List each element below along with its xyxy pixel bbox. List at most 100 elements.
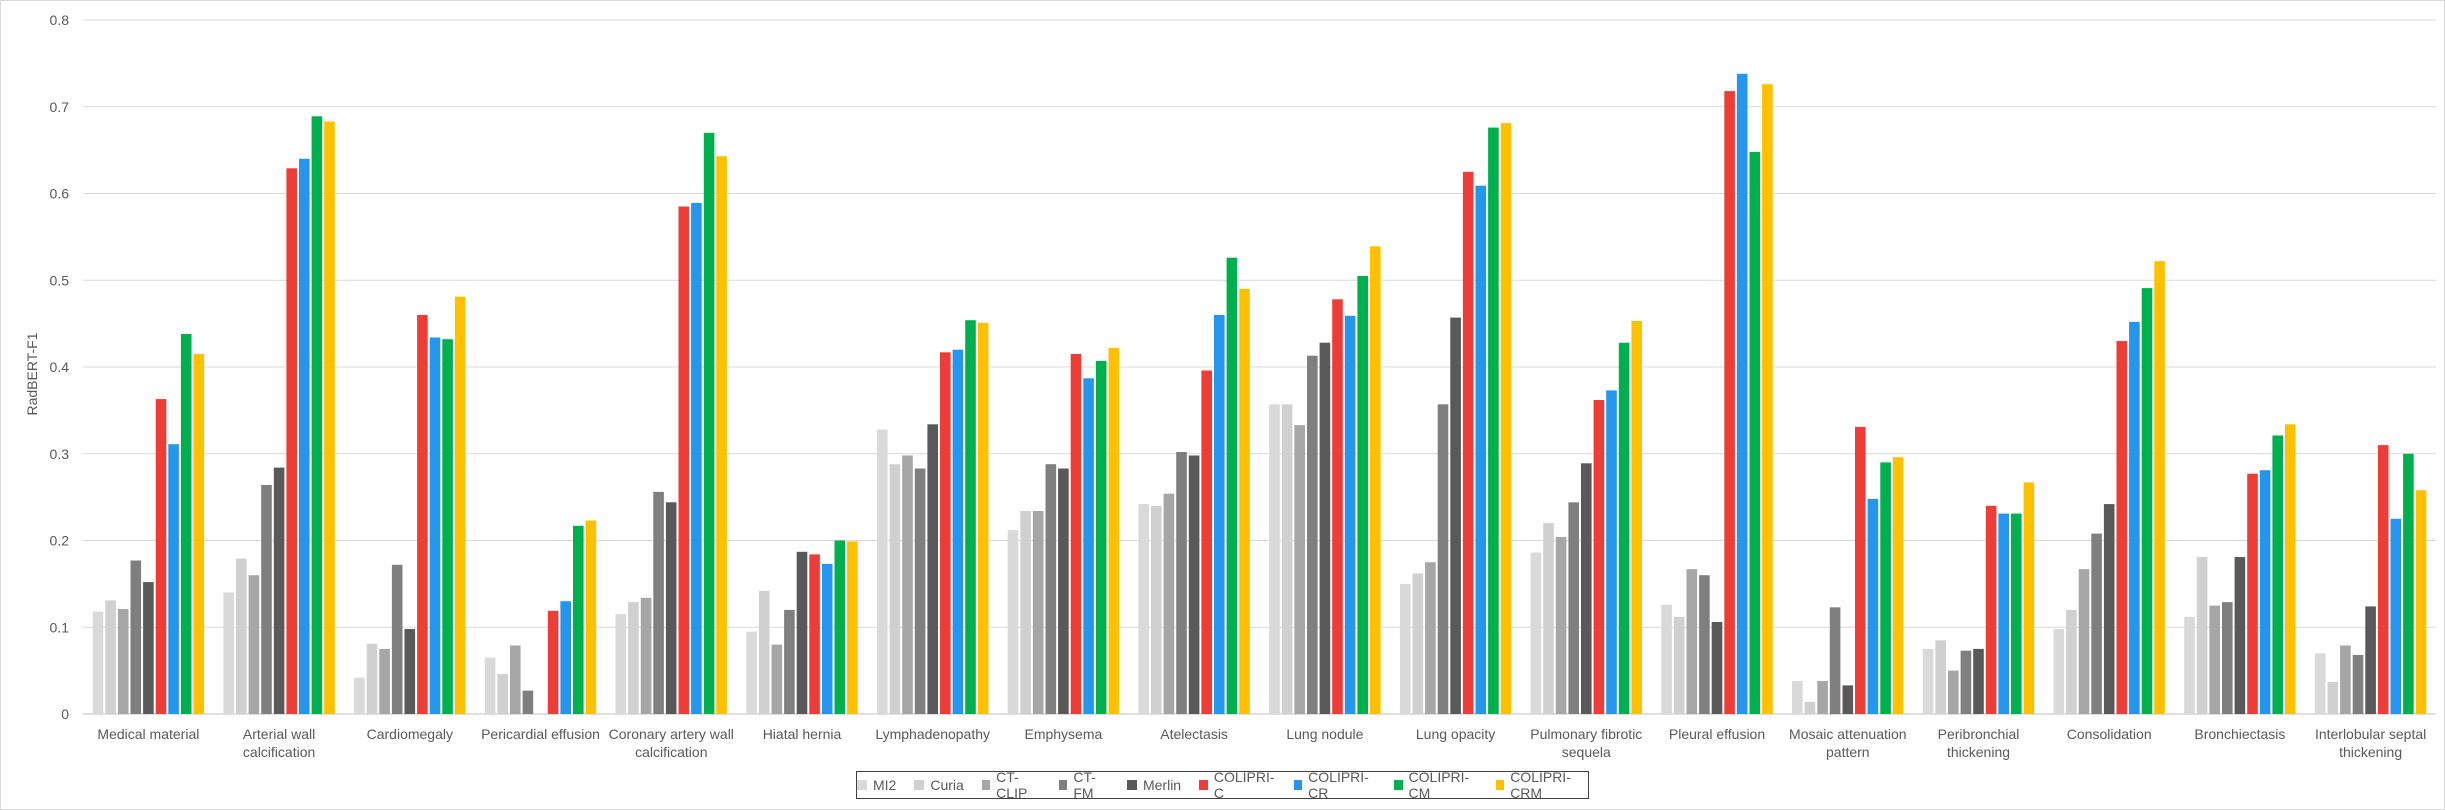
bar bbox=[877, 429, 888, 714]
bar bbox=[1239, 288, 1250, 714]
y-tick-label: 0.7 bbox=[50, 99, 70, 115]
bar bbox=[665, 502, 677, 714]
bar bbox=[1437, 404, 1449, 714]
bar bbox=[1214, 315, 1225, 714]
bar bbox=[2066, 609, 2077, 714]
bar bbox=[2116, 341, 2128, 714]
bar bbox=[1973, 648, 1984, 714]
bar bbox=[585, 520, 597, 714]
bar bbox=[236, 558, 247, 714]
bar bbox=[1606, 390, 1617, 714]
bar bbox=[615, 614, 627, 714]
bar bbox=[1108, 347, 1120, 714]
bar bbox=[2091, 533, 2102, 714]
y-tick-label: 0.5 bbox=[50, 272, 70, 288]
bar bbox=[1724, 91, 1735, 715]
bar bbox=[834, 540, 846, 714]
bar bbox=[429, 337, 441, 714]
x-tick-label: thickening bbox=[1947, 744, 2010, 760]
x-tick-label: Lung nodule bbox=[1286, 726, 1363, 742]
bar bbox=[1817, 681, 1828, 714]
bar bbox=[2053, 629, 2065, 714]
bar-chart: 0 0.1 0.2 0.3 0.4 0.5 0.6 0.7 0.8 Medical materi… bbox=[24, 12, 2436, 760]
bar bbox=[1319, 342, 1331, 714]
bar bbox=[1960, 650, 1972, 714]
y-tick-label: 0.2 bbox=[50, 533, 70, 549]
bar bbox=[1555, 537, 1567, 714]
bar bbox=[1829, 607, 1841, 714]
legend-item: Curia bbox=[914, 777, 964, 793]
bar bbox=[1880, 462, 1891, 714]
legend-swatch bbox=[1495, 780, 1505, 790]
bar bbox=[902, 455, 913, 714]
x-tick-label: thickening bbox=[2339, 744, 2402, 760]
bar bbox=[155, 399, 167, 714]
bar bbox=[2259, 470, 2271, 714]
bar bbox=[2390, 518, 2402, 714]
x-tick-label: Lymphadenopathy bbox=[875, 726, 990, 742]
x-tick-label: Coronary artery wall bbox=[609, 726, 734, 742]
legend-swatch bbox=[1059, 780, 1068, 790]
bar bbox=[952, 349, 964, 714]
bar bbox=[1736, 73, 1748, 715]
x-tick-label: Arterial wall bbox=[243, 726, 315, 742]
x-tick-label: Consolidation bbox=[2067, 726, 2152, 742]
bar bbox=[510, 645, 521, 714]
bar bbox=[1661, 604, 1672, 714]
bar bbox=[914, 468, 926, 714]
bar bbox=[653, 491, 664, 714]
bar bbox=[2340, 645, 2351, 714]
bar bbox=[2184, 616, 2195, 714]
bar bbox=[547, 610, 559, 714]
bar bbox=[1226, 257, 1238, 714]
bar bbox=[758, 590, 770, 714]
bar bbox=[821, 563, 833, 714]
bar bbox=[180, 334, 192, 714]
bar bbox=[273, 467, 285, 714]
bar bbox=[1399, 583, 1411, 714]
legend-label: Curia bbox=[930, 777, 964, 793]
bar bbox=[1007, 530, 1019, 714]
x-tick-label: Medical material bbox=[97, 726, 199, 742]
legend-swatch bbox=[1293, 780, 1303, 790]
x-tick-label: Interlobular septal bbox=[2315, 726, 2426, 742]
bar bbox=[366, 643, 378, 714]
bar bbox=[311, 116, 323, 715]
bar bbox=[2196, 557, 2208, 714]
bar bbox=[379, 648, 390, 714]
bar bbox=[1412, 573, 1424, 714]
x-tick-label: Pulmonary fibrotic bbox=[1530, 726, 1642, 742]
y-tick-label: 0.3 bbox=[50, 446, 70, 462]
y-tick-label: 0.1 bbox=[50, 619, 70, 635]
bar bbox=[1344, 315, 1356, 714]
bar bbox=[2272, 435, 2283, 714]
legend-swatch bbox=[914, 780, 925, 790]
x-tick-label: Mosaic attenuation bbox=[1789, 726, 1907, 742]
bar bbox=[1083, 378, 1094, 714]
bar bbox=[442, 339, 453, 714]
legend-label: COLIPRI-C bbox=[1213, 769, 1275, 801]
bar bbox=[1176, 452, 1187, 714]
bar bbox=[1462, 171, 1474, 715]
legend-label: COLIPRI-CM bbox=[1408, 769, 1470, 801]
bar bbox=[1425, 562, 1436, 714]
bar bbox=[1985, 505, 1997, 714]
bar bbox=[628, 602, 639, 714]
bar bbox=[1593, 400, 1605, 714]
x-tick-label: calcification bbox=[635, 744, 707, 760]
bar bbox=[2023, 482, 2035, 714]
bar bbox=[324, 121, 335, 714]
bar bbox=[1762, 84, 1773, 714]
bar bbox=[2314, 653, 2326, 714]
bar bbox=[1281, 404, 1293, 714]
chart-legend: MI2 Curia CT-CLIP CT-FM Merlin COLIPRI-C COLIP… bbox=[856, 769, 1589, 801]
bar bbox=[1543, 523, 1554, 714]
x-tick-label: Pericardial effusion bbox=[481, 726, 600, 742]
bar bbox=[1045, 464, 1057, 714]
y-tick-label: 0.4 bbox=[50, 359, 70, 375]
y-axis-title: RadBERT-F1 bbox=[24, 332, 40, 415]
bar bbox=[117, 609, 129, 714]
bar bbox=[771, 644, 783, 714]
bar bbox=[1269, 404, 1280, 714]
